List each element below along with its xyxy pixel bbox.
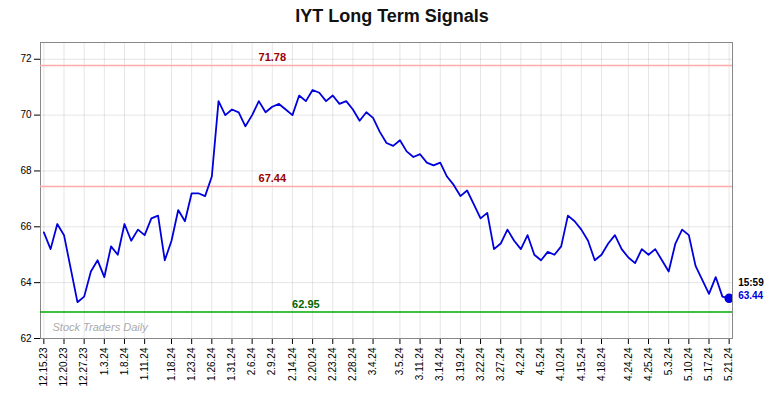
svg-text:Stock Traders Daily: Stock Traders Daily (53, 321, 150, 333)
svg-text:3.22.24: 3.22.24 (475, 347, 486, 381)
svg-text:5.21.24: 5.21.24 (723, 347, 734, 381)
svg-text:1.8.24: 1.8.24 (119, 347, 130, 375)
svg-text:4.15.24: 4.15.24 (576, 347, 587, 381)
svg-text:5.17.24: 5.17.24 (703, 347, 714, 381)
svg-text:4.5.24: 4.5.24 (535, 347, 546, 375)
svg-text:1.26.24: 1.26.24 (206, 347, 217, 381)
svg-text:68: 68 (20, 165, 32, 176)
svg-text:3.27.24: 3.27.24 (495, 347, 506, 381)
svg-text:2.9.24: 2.9.24 (266, 347, 277, 375)
svg-text:1.23.24: 1.23.24 (186, 347, 197, 381)
svg-text:12.15.23: 12.15.23 (38, 347, 49, 386)
svg-text:3.5.24: 3.5.24 (394, 347, 405, 375)
svg-text:2.23.24: 2.23.24 (327, 347, 338, 381)
svg-text:3.19.24: 3.19.24 (455, 347, 466, 381)
svg-text:1.18.24: 1.18.24 (166, 347, 177, 381)
svg-text:2.14.24: 2.14.24 (287, 347, 298, 381)
svg-text:1.11.24: 1.11.24 (139, 347, 150, 380)
svg-text:4.10.24: 4.10.24 (555, 347, 566, 381)
svg-text:70: 70 (20, 109, 32, 120)
svg-text:2.28.24: 2.28.24 (347, 347, 358, 381)
svg-text:2.20.24: 2.20.24 (307, 347, 318, 381)
html-text:IYT Long Term Signals: IYT Long Term Signals (295, 6, 489, 26)
svg-text:3.14.24: 3.14.24 (434, 347, 445, 381)
svg-text:3.11.24: 3.11.24 (414, 347, 425, 380)
svg-text:63.44: 63.44 (738, 290, 763, 301)
svg-text:12.20.23: 12.20.23 (58, 347, 69, 386)
svg-text:62.95: 62.95 (292, 297, 320, 309)
svg-text:4.2.24: 4.2.24 (515, 347, 526, 375)
svg-text:72: 72 (20, 53, 32, 64)
svg-text:67.44: 67.44 (259, 172, 287, 184)
svg-text:5.10.24: 5.10.24 (683, 347, 694, 381)
svg-text:12.27.23: 12.27.23 (78, 347, 89, 386)
svg-text:4.25.24: 4.25.24 (643, 347, 654, 381)
svg-text:4.24.24: 4.24.24 (623, 347, 634, 381)
svg-text:2.6.24: 2.6.24 (246, 347, 257, 375)
svg-text:64: 64 (20, 277, 32, 288)
svg-text:1.31.24: 1.31.24 (226, 347, 237, 381)
svg-text:1.3.24: 1.3.24 (99, 347, 110, 375)
svg-text:4.18.24: 4.18.24 (596, 347, 607, 381)
svg-text:66: 66 (20, 221, 32, 232)
svg-text:3.4.24: 3.4.24 (367, 347, 378, 375)
svg-text:5.3.24: 5.3.24 (663, 347, 674, 375)
svg-text:62: 62 (20, 333, 32, 344)
svg-text:15:59: 15:59 (738, 277, 764, 288)
svg-text:71.78: 71.78 (259, 51, 287, 63)
